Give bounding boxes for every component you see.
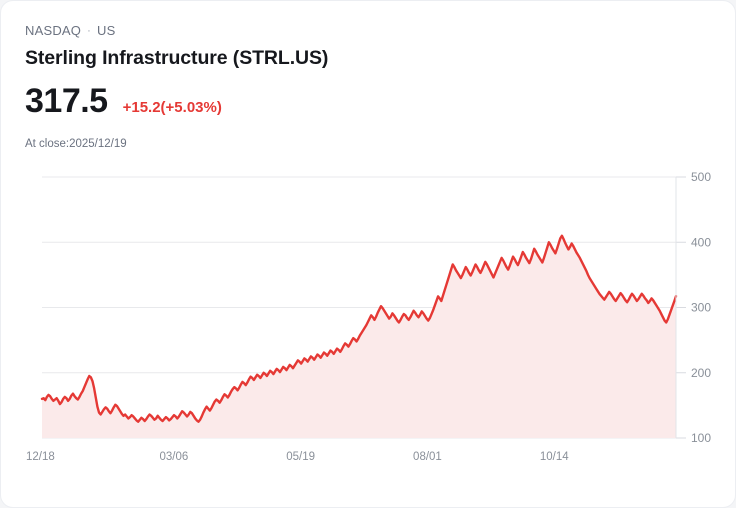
x-axis-tick-label: 10/14 bbox=[540, 451, 569, 463]
quote-header: NASDAQ · US Sterling Infrastructure (STRL.… bbox=[25, 23, 328, 70]
y-axis-tick-label: 300 bbox=[691, 301, 711, 315]
y-axis-tick-label: 200 bbox=[691, 366, 711, 380]
exchange-row: NASDAQ · US bbox=[25, 23, 328, 40]
y-axis-tick-label: 500 bbox=[691, 170, 711, 184]
x-axis-tick-label: 05/19 bbox=[286, 451, 315, 463]
country-code: US bbox=[96, 23, 116, 38]
current-price: 317.5 bbox=[25, 82, 108, 120]
price-chart-svg[interactable]: 100 200 300 400 500 12/18 03/06 05/19 08/01 10/1… bbox=[1, 161, 736, 481]
x-axis-tick-label: 03/06 bbox=[159, 451, 188, 463]
x-axis-labels: 12/18 03/06 05/19 08/01 10/14 bbox=[26, 451, 569, 463]
price-area-fill bbox=[42, 235, 676, 438]
y-axis-tick-label: 400 bbox=[691, 235, 711, 249]
y-axis-labels: 100 200 300 400 500 bbox=[691, 170, 711, 445]
separator-dot: · bbox=[87, 25, 91, 37]
y-axis-tick-label: 100 bbox=[691, 431, 711, 445]
price-line bbox=[40, 234, 678, 423]
price-row: 317.5 +15.2(+5.03%) bbox=[25, 81, 222, 121]
page-title: Sterling Infrastructure (STRL.US) bbox=[25, 47, 329, 69]
x-axis-tick-label: 12/18 bbox=[26, 451, 55, 463]
price-change: +15.2(+5.03%) bbox=[122, 99, 222, 116]
x-axis-tick-label: 08/01 bbox=[413, 451, 442, 463]
price-chart[interactable]: 100 200 300 400 500 12/18 03/06 05/19 08/01 10/1… bbox=[1, 161, 736, 481]
exchange-name: NASDAQ bbox=[25, 23, 82, 38]
as-of-timestamp: At close:2025/12/19 bbox=[25, 138, 127, 150]
